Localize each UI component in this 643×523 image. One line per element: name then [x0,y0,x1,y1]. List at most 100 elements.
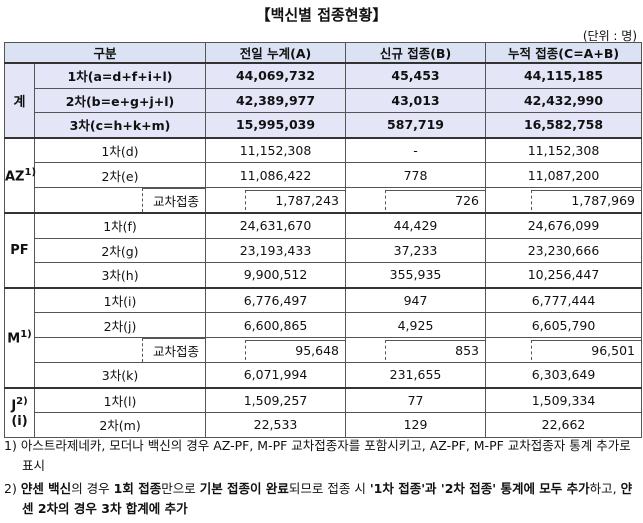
value-cell: 37,233 [345,237,487,264]
row-label: 3차(c=h+k+m) [33,112,207,139]
group-label: AZ1) [4,136,37,214]
value-cell: 355,935 [345,262,487,289]
row-label: 2차(b=e+g+j+l) [33,87,207,114]
unit: (단위 : 명) [582,29,637,43]
row: PF 1차(f) 24,631,670 44,429 24,676,099 [4,211,643,289]
value-cell: 44,069,732 [205,61,347,89]
group-name: AZ [5,169,25,185]
row: 2차(b=e+g+j+l) 42,389,977 43,013 42,432,990 [5,87,643,114]
cross-row: 교차접종 95,648 853 96,501 [5,337,643,363]
value-cell: 42,389,977 [205,87,347,114]
footnote-text: 기본 접종이 완료 [199,481,289,496]
value-cell: 6,777,444 [485,286,643,314]
value-cell: 1,509,334 [485,386,643,414]
row: 2차(e) 11,086,422 778 11,087,200 [5,162,643,188]
row-label: 2차(j) [33,312,207,338]
value-cell: 11,086,422 [205,162,347,188]
cross-value-cell: 1,787,969 [485,187,643,213]
group-name: J [11,398,17,414]
row: M1) 1차(i) 6,776,497 947 6,777,444 [4,286,643,389]
value-cell: 6,776,497 [205,286,347,314]
group-note: 1) [24,166,37,178]
footnote-num: 1) [4,438,17,453]
row: 계 1차(a=d+f+i+l) 44,069,732 45,453 44,115,185 [4,61,643,139]
value-cell: 4,925 [345,312,487,338]
row-label: 3차(h) [33,262,207,289]
value-cell: 22,662 [485,412,643,438]
group-label: PF [4,211,35,289]
value-cell: 9,900,512 [205,262,347,289]
value-cell: 42,432,990 [485,87,643,114]
group-sub: (i) [11,413,28,429]
cross-value-cell: 95,648 [205,337,347,363]
cross-value: 95,648 [244,339,346,360]
footnotes: 1) 아스트라제네카, 모더나 백신의 경우 AZ-PF, M-PF 교차접종자… [4,436,640,522]
header-cell: 구분 [3,42,207,64]
footnote-text: '1차 접종'과 '2차 접종' 통계에 모두 추가 [369,481,590,496]
value-cell: 24,631,670 [205,211,347,239]
cross-value: 96,501 [531,339,642,360]
cross-label-cell: 교차접종 [33,187,207,213]
row-label: 1차(l) [33,386,207,414]
group-name: M [7,331,21,347]
value-cell: 6,605,790 [485,312,643,338]
value-cell: 44,115,185 [485,61,643,89]
value-cell: 587,719 [345,112,487,139]
footnote-text: 하고, [589,481,621,496]
value-cell: - [345,136,487,164]
value-cell: 778 [345,162,487,188]
value-cell: 10,256,447 [485,262,643,289]
value-cell: 1,509,257 [205,386,347,414]
value-cell: 6,071,994 [205,361,347,389]
cross-label: 교차접종 [142,337,206,362]
cross-value: 726 [384,189,486,210]
value-cell: 11,152,308 [485,136,643,164]
footnote-text: 얀센 백신 [20,481,72,496]
header-row: 구분 전일 누계(A) 신규 접종(B) 누적 접종(C=A+B) [3,42,643,64]
group-note: 1) [20,328,32,340]
title: 【백신별 접종현황】 [255,6,388,24]
footnote-text: 되므로 접종 시 [288,481,370,496]
group-note: 2) [16,396,28,408]
row: 3차(h) 9,900,512 355,935 10,256,447 [5,262,643,289]
row: 3차(k) 6,071,994 231,655 6,303,649 [5,361,643,389]
row: 2차(m) 22,533 129 22,662 [5,412,643,438]
row-label: 2차(g) [33,237,207,264]
value-cell: 24,676,099 [485,211,643,239]
row: AZ1) 1차(d) 11,152,308-11,152,308 [4,136,643,214]
group-name: PF [10,242,29,258]
value-cell: 947 [345,286,487,314]
header-cell: 누적 접종(C=A+B) [485,42,643,64]
row: 3차(c=h+k+m) 15,995,039 587,719 16,582,758 [5,112,643,139]
value-cell: 16,582,758 [485,112,643,139]
cross-value-cell: 96,501 [485,337,643,363]
value-cell: 77 [345,386,487,414]
footnote-text: 만으로 [161,481,200,496]
row-label: 2차(e) [33,162,207,188]
row: J2) (i) 1차(l) 1,509,257 77 1,509,334 [4,386,643,438]
value-cell: 45,453 [345,61,487,89]
group-name: 계 [13,94,26,110]
value-cell: 6,600,865 [205,312,347,338]
value-cell: 11,087,200 [485,162,643,188]
group-label: J2) (i) [4,386,35,438]
group-label: 계 [4,62,35,139]
row-label: 1차(f) [33,211,207,239]
cross-value-cell: 853 [345,337,487,363]
row-label: 1차(i) [33,286,207,314]
header-cell: 신규 접종(B) [345,42,487,64]
value-cell: 11,152,308 [205,136,347,164]
footnote-num: 2) [4,481,17,496]
footnote-text: 1회 접종 [113,481,162,496]
cross-label-cell: 교차접종 [33,337,207,363]
footnote-text: 아스트라제네카, 모더나 백신의 경우 AZ-PF, M-PF 교차접종자를 포… [20,438,631,473]
row-label: 3차(k) [33,361,207,389]
cross-value: 853 [384,339,486,360]
row: 2차(j) 6,600,865 4,925 6,605,790 [5,312,643,338]
row-label: 2차(m) [33,412,207,438]
footnote-text: 의 경우 [71,481,114,496]
row-label: 1차(a=d+f+i+l) [33,61,207,89]
cross-label: 교차접종 [142,187,206,212]
value-cell: 22,533 [205,412,347,438]
cross-value-cell: 1,787,243 [205,187,347,213]
